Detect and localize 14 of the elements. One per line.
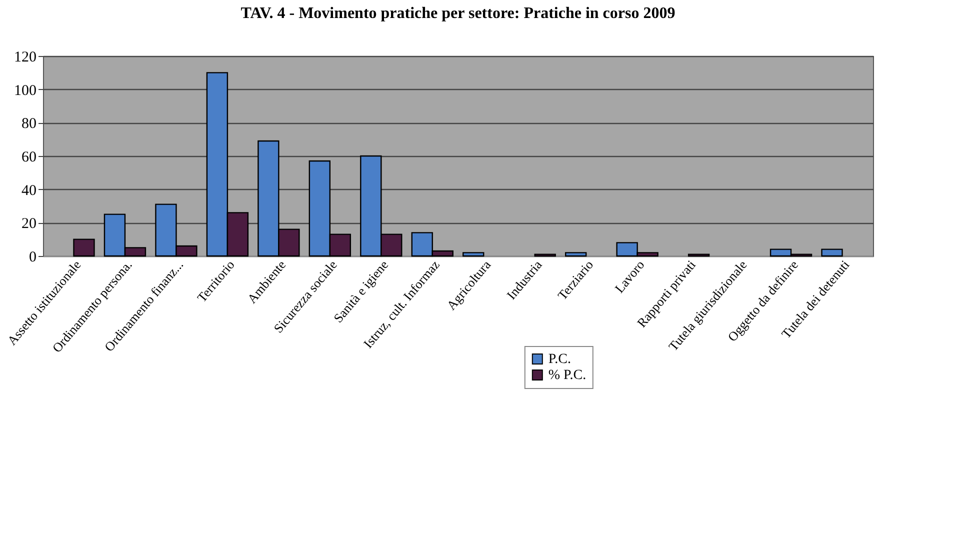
bar (564, 252, 587, 257)
bar (73, 238, 95, 257)
legend-label: % P.C. (548, 368, 586, 383)
y-tick-label: 120 (14, 50, 36, 66)
y-tick-label: 100 (14, 82, 36, 99)
legend-label: P.C. (548, 352, 571, 367)
y-tick-label: 20 (22, 216, 36, 232)
y-tick-label: 80 (22, 116, 36, 132)
y-tick-label: 60 (22, 150, 36, 166)
bar (821, 248, 843, 257)
bar (462, 252, 484, 257)
chart-title: TAV. 4 - Movimento pratiche per settore: Pratiche in corso 2009 (240, 5, 676, 22)
y-tick-label: 0 (29, 250, 36, 266)
y-tick-label: 40 (22, 182, 36, 199)
